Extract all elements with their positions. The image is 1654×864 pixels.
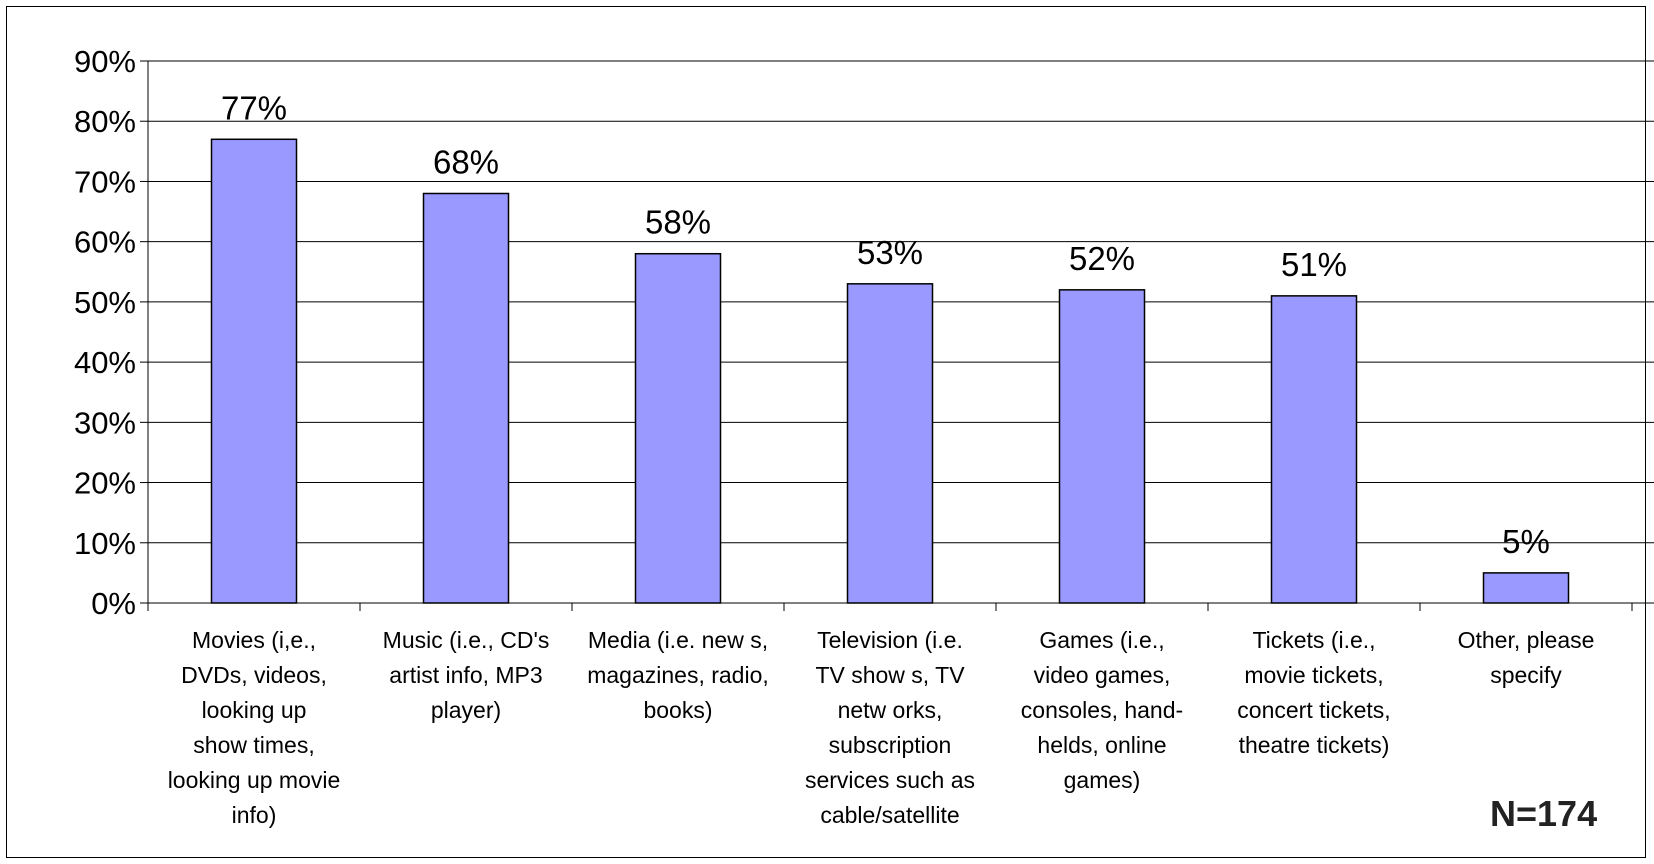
bar	[1058, 289, 1146, 604]
x-category-label: Tickets (i.e., movie tickets, concert ti…	[1237, 627, 1391, 758]
bar	[846, 283, 934, 604]
y-tick-label: 60%	[74, 225, 136, 260]
data-label: 5%	[1502, 523, 1550, 560]
data-label: 53%	[857, 234, 923, 271]
y-tick-label: 70%	[74, 164, 136, 199]
data-label: 77%	[221, 89, 287, 126]
x-category-label: Television (i.e. TV show s, TV netw orks…	[804, 627, 975, 828]
y-tick-label: 80%	[74, 104, 136, 139]
x-category-label: Media (i.e. new s, magazines, radio, boo…	[587, 627, 769, 723]
bar	[1482, 572, 1570, 604]
x-category-label: Music (i.e., CD's artist info, MP3 playe…	[382, 627, 550, 723]
data-label: 52%	[1069, 240, 1135, 277]
y-tick-label: 30%	[74, 405, 136, 440]
data-label: 68%	[433, 143, 499, 180]
bar	[1270, 295, 1358, 604]
bar	[634, 252, 722, 604]
x-category-label: Other, please specify	[1457, 627, 1595, 688]
y-tick-label: 50%	[74, 285, 136, 320]
sample-size-note: N=174	[1490, 793, 1598, 834]
bar	[210, 138, 298, 604]
x-category-label: Games (i.e., video games, consoles, hand…	[1020, 627, 1184, 793]
data-label: 51%	[1281, 246, 1347, 283]
y-tick-label: 20%	[74, 466, 136, 501]
y-tick-label: 40%	[74, 345, 136, 380]
y-tick-label: 0%	[91, 586, 136, 621]
data-label: 58%	[645, 204, 711, 241]
y-tick-label: 10%	[74, 526, 136, 561]
y-tick-label: 90%	[74, 44, 136, 79]
x-category-label: Movies (i,e., DVDs, videos, looking up s…	[167, 627, 341, 828]
bar	[422, 192, 510, 604]
